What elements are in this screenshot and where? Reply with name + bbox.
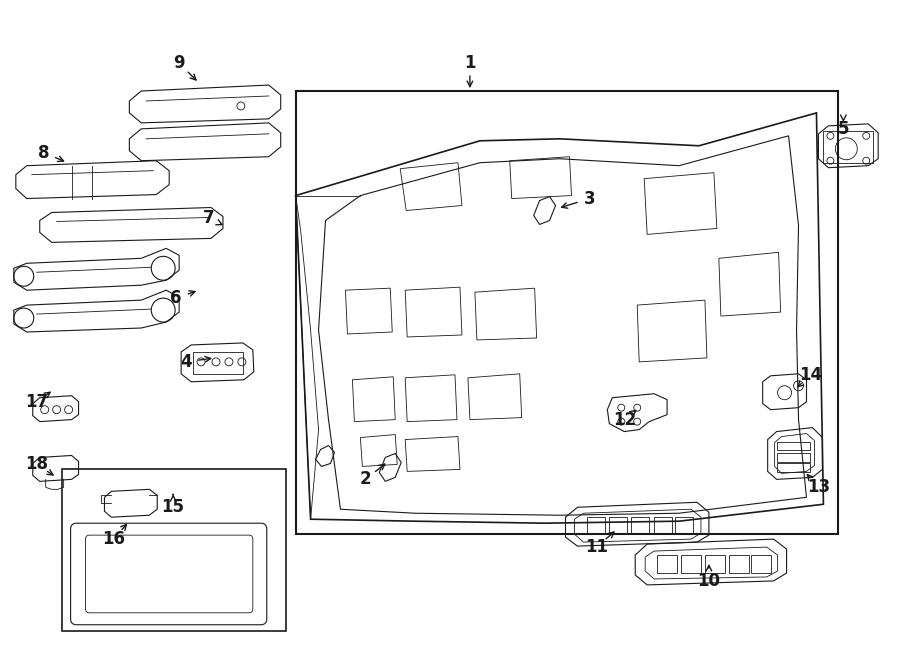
Text: 14: 14	[799, 366, 822, 384]
Bar	[296, 91, 839, 534]
Bar	[61, 469, 285, 631]
Text: 15: 15	[162, 498, 184, 516]
Bar	[654, 517, 672, 533]
Text: 13: 13	[807, 479, 830, 496]
Text: 9: 9	[174, 54, 185, 72]
Bar	[681, 555, 701, 573]
Bar	[631, 517, 649, 533]
Text: 6: 6	[170, 289, 182, 307]
Text: 17: 17	[25, 393, 49, 410]
Bar	[777, 442, 811, 451]
Text: 12: 12	[613, 410, 635, 428]
Text: 1: 1	[464, 54, 476, 72]
Bar	[657, 555, 677, 573]
Text: 2: 2	[359, 471, 371, 488]
Bar	[729, 555, 749, 573]
Text: 4: 4	[180, 353, 192, 371]
Bar	[751, 555, 770, 573]
Bar	[824, 131, 873, 163]
Text: 3: 3	[583, 190, 595, 208]
Bar	[777, 453, 811, 463]
Text: 5: 5	[838, 120, 849, 138]
Text: 7: 7	[203, 210, 215, 227]
Bar	[777, 463, 811, 473]
Bar	[705, 555, 725, 573]
Text: 8: 8	[38, 143, 50, 162]
Bar	[194, 352, 243, 374]
Bar	[609, 517, 627, 533]
Text: 10: 10	[698, 572, 720, 590]
Text: 18: 18	[25, 455, 49, 473]
Bar	[588, 517, 606, 533]
Text: 16: 16	[102, 530, 125, 548]
Bar	[675, 517, 693, 533]
Text: 11: 11	[585, 538, 608, 556]
